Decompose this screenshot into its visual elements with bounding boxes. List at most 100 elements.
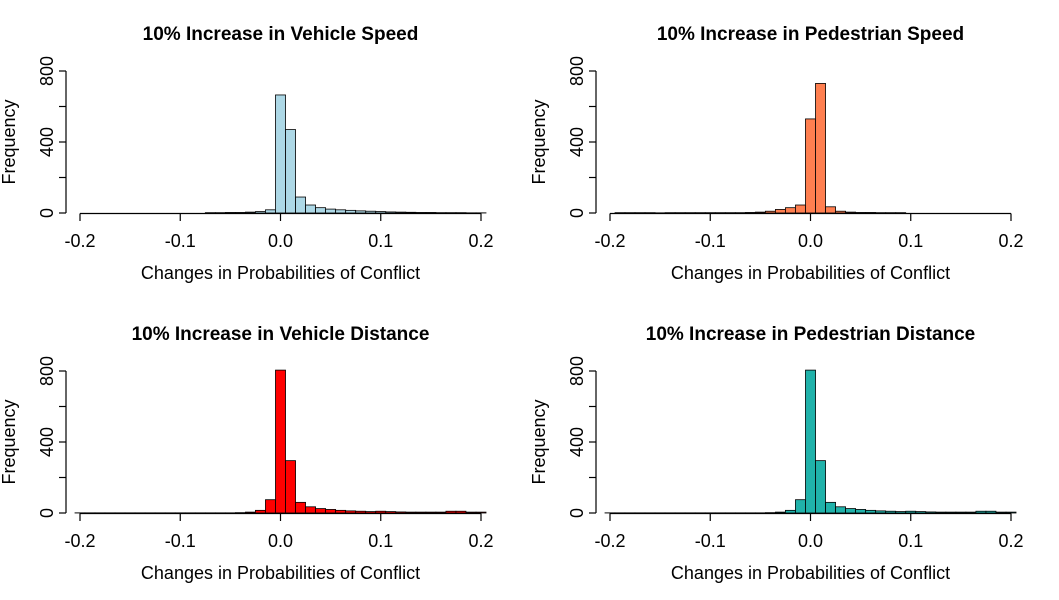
x-axis-label: Changes in Probabilities of Conflict — [141, 563, 420, 583]
histogram-bar — [325, 509, 337, 514]
histogram-bar — [795, 204, 806, 214]
panel-title: 10% Increase in Pedestrian Speed — [657, 24, 964, 45]
histogram-bar — [435, 511, 447, 514]
histogram-bar — [255, 211, 266, 214]
histogram-bar — [865, 509, 877, 514]
histogram-bar — [845, 211, 857, 214]
histogram-bar — [275, 369, 286, 514]
histogram-bar — [385, 511, 397, 514]
y-axis-label: Frequency — [0, 399, 19, 484]
y-tick-label: 0 — [37, 508, 57, 518]
y-tick-label: 0 — [567, 208, 587, 218]
x-tick-label: 0.2 — [468, 531, 493, 551]
histogram-bar — [365, 210, 377, 214]
x-tick-label: 0.0 — [798, 531, 823, 551]
histogram-bar — [355, 510, 367, 514]
histogram-bar — [995, 511, 1007, 514]
y-tick-label: 400 — [567, 127, 587, 157]
y-tick-label: 400 — [37, 427, 57, 457]
histogram-bar — [305, 204, 316, 214]
histogram-bar — [965, 511, 977, 514]
histogram-bar — [295, 501, 306, 514]
histogram-bar — [885, 510, 897, 514]
histogram-bar — [895, 511, 907, 514]
histogram-panel-3: 10% Increase in Vehicle Distance -0.2 -0.1… — [0, 324, 494, 583]
histogram-bar — [805, 369, 816, 514]
x-tick-label: 0.2 — [998, 231, 1023, 251]
histogram-bar — [925, 511, 937, 514]
x-tick-label: 0.2 — [468, 231, 493, 251]
histogram-bar — [405, 211, 417, 214]
x-axis-label: Changes in Probabilities of Conflict — [671, 263, 950, 283]
y-tick-label: 800 — [37, 56, 57, 86]
histogram-bar — [785, 207, 796, 214]
histogram-bar — [395, 511, 407, 514]
x-tick-label: 0.0 — [268, 531, 293, 551]
x-tick-label: -0.2 — [64, 231, 95, 251]
histogram-bar — [445, 510, 457, 514]
histogram-bar — [825, 501, 836, 514]
histogram-bar — [775, 511, 786, 514]
x-tick-label: 0.1 — [368, 531, 393, 551]
histogram-bar — [985, 510, 997, 514]
y-axis-label: Frequency — [529, 399, 549, 484]
histogram-bar — [785, 509, 796, 514]
x-axis-label: Changes in Probabilities of Conflict — [671, 563, 950, 583]
histogram-bar — [255, 509, 266, 514]
x-tick-label: -0.2 — [64, 531, 95, 551]
histogram-bar — [285, 460, 296, 514]
x-tick-label: -0.1 — [695, 231, 726, 251]
histogram-bar — [764, 210, 776, 214]
histogram-bar — [875, 510, 887, 514]
y-axis-label: Frequency — [0, 99, 19, 184]
histogram-panel-4: 10% Increase in Pedestrian Distance -0.2 -… — [529, 324, 1024, 583]
x-tick-label: -0.2 — [594, 231, 625, 251]
histogram-bar — [775, 209, 786, 214]
histogram-bar — [905, 510, 917, 514]
histogram-bar — [315, 207, 327, 214]
histogram-bar — [795, 499, 806, 514]
panel-title: 10% Increase in Vehicle Distance — [132, 324, 430, 345]
histogram-bar — [845, 508, 857, 514]
histogram-bar — [835, 210, 846, 214]
histogram-bar — [295, 196, 306, 214]
histogram-bar — [415, 511, 427, 514]
histogram-bar — [365, 511, 377, 514]
x-tick-label: 0.0 — [798, 231, 823, 251]
panels-group: 10% Increase in Vehicle Speed -0.2 -0.1 0.0… — [0, 24, 1024, 583]
histogram-bar — [245, 211, 256, 214]
histogram-bar — [265, 499, 276, 514]
x-tick-label: -0.2 — [594, 531, 625, 551]
histogram-bar — [805, 118, 816, 214]
x-tick-label: -0.1 — [165, 531, 196, 551]
histogram-bar — [345, 209, 357, 214]
y-axis-label: Frequency — [529, 99, 549, 184]
y-tick-label: 800 — [37, 356, 57, 386]
y-tick-label: 800 — [567, 56, 587, 86]
histogram-bar — [915, 511, 927, 514]
histogram-panel-1: 10% Increase in Vehicle Speed -0.2 -0.1 0.0… — [0, 24, 494, 283]
histogram-bar — [375, 510, 387, 514]
histogram-bar — [855, 509, 867, 514]
histogram-bar — [285, 129, 296, 214]
histogram-bar — [815, 83, 826, 214]
x-tick-label: 0.1 — [898, 531, 923, 551]
histogram-bar — [265, 209, 276, 214]
histogram-bar — [375, 211, 387, 214]
histogram-bar — [385, 211, 397, 214]
x-tick-label: -0.1 — [165, 231, 196, 251]
histogram-bar — [475, 511, 487, 514]
panel-title: 10% Increase in Pedestrian Distance — [646, 324, 976, 345]
histogram-bar — [245, 511, 256, 514]
y-tick-label: 400 — [567, 427, 587, 457]
histogram-bar — [455, 510, 467, 514]
x-axis-label: Changes in Probabilities of Conflict — [141, 263, 420, 283]
x-tick-label: 0.1 — [898, 231, 923, 251]
panel-title: 10% Increase in Vehicle Speed — [143, 24, 419, 45]
y-tick-label: 800 — [567, 356, 587, 386]
histogram-bar — [395, 211, 407, 214]
histogram-bar — [315, 508, 327, 514]
histogram-bar — [335, 209, 347, 214]
histogram-bar — [325, 208, 337, 214]
